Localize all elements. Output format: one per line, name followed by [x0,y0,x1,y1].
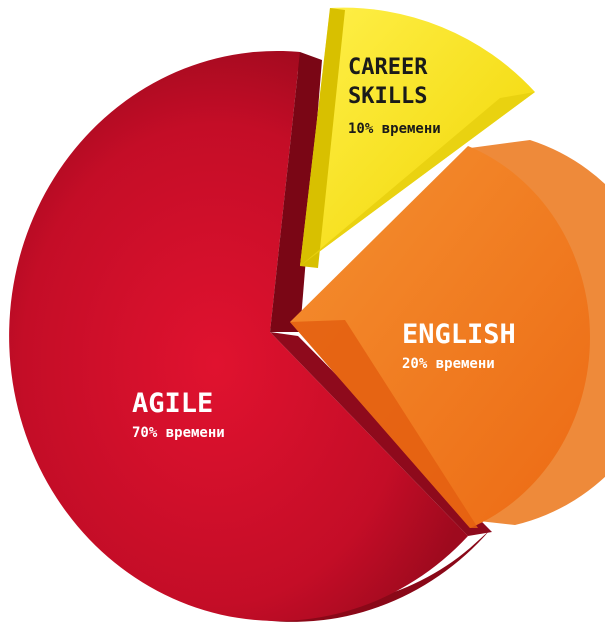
label-career: CAREER SKILLS 10% времени [348,55,441,137]
label-english: ENGLISH 20% времени [402,319,516,372]
label-career-line2: SKILLS [348,84,427,109]
label-career-percent: 10% времени [348,121,441,137]
label-agile-title: AGILE [132,388,213,419]
slice-agile-face [9,50,468,621]
slice-english-face [290,146,590,528]
slice-career-face [300,7,535,267]
slice-career-bevel-right [300,92,535,266]
label-career-line1: CAREER [348,55,428,80]
slice-english-bevel [290,320,478,528]
label-agile: AGILE 70% времени [132,388,225,441]
slice-agile-edge-top [270,52,322,332]
slice-english [290,140,605,528]
slice-career [300,7,535,268]
label-english-title: ENGLISH [402,319,516,350]
label-agile-percent: 70% времени [132,425,225,441]
label-english-percent: 20% времени [402,356,495,372]
slice-career-bevel [300,8,345,268]
